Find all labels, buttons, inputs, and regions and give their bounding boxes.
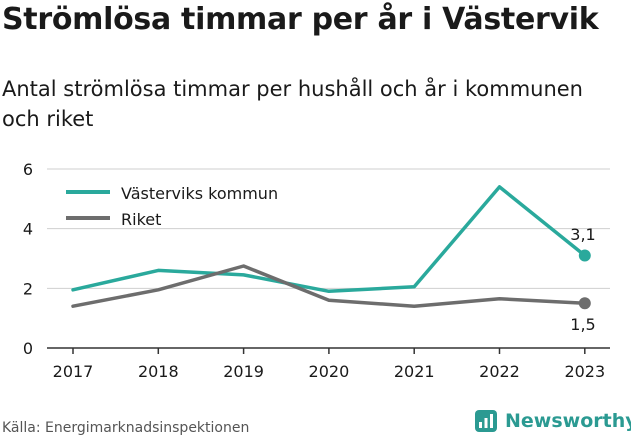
- x-tick-label-2021: 2021: [394, 362, 435, 381]
- line-chart: 0 2 4 6 2017 2018 2019 2020 2021 2022 2023 Väster…: [23, 160, 610, 381]
- end-point-riket: [578, 297, 591, 310]
- y-tick-label-6: 6: [23, 160, 33, 179]
- x-tick-label-2018: 2018: [138, 362, 179, 381]
- legend-label-vastervik: Västerviks kommun: [121, 184, 278, 203]
- x-tick-label-2017: 2017: [53, 362, 94, 381]
- newsworthy-logo-icon: [475, 410, 497, 432]
- x-axis-ticks: 2017 2018 2019 2020 2021 2022 2023: [47, 347, 610, 381]
- y-tick-label-2: 2: [23, 279, 33, 298]
- chart-subtitle: Antal strömlösa timmar per hushåll och å…: [2, 77, 583, 131]
- end-label-riket: 1,5: [570, 315, 595, 334]
- logo-wordmark: Newsworthy: [505, 410, 631, 432]
- x-tick-label-2020: 2020: [309, 362, 350, 381]
- y-axis-ticks: 0 2 4 6: [23, 160, 33, 358]
- y-tick-label-4: 4: [23, 220, 33, 239]
- gridlines: [47, 168, 610, 289]
- series-line-vastervik: [71, 185, 587, 294]
- x-tick-label-2019: 2019: [223, 362, 264, 381]
- newsworthy-logo: Newsworthy: [474, 409, 631, 433]
- series-lines: [71, 185, 591, 310]
- y-tick-label-0: 0: [23, 339, 33, 358]
- x-tick-label-2022: 2022: [479, 362, 520, 381]
- end-label-vastervik: 3,1: [570, 225, 595, 244]
- x-tick-label-2023: 2023: [564, 362, 605, 381]
- end-labels: 3,1 1,5: [570, 225, 595, 334]
- source-note: Källa: Energimarknadsinspektionen: [2, 420, 250, 436]
- legend: Västerviks kommun Riket: [66, 184, 278, 229]
- chart-title: Strömlösa timmar per år i Västervik: [2, 2, 599, 37]
- end-point-vastervik: [578, 249, 591, 262]
- legend-label-riket: Riket: [121, 210, 161, 229]
- series-line-riket: [71, 264, 587, 308]
